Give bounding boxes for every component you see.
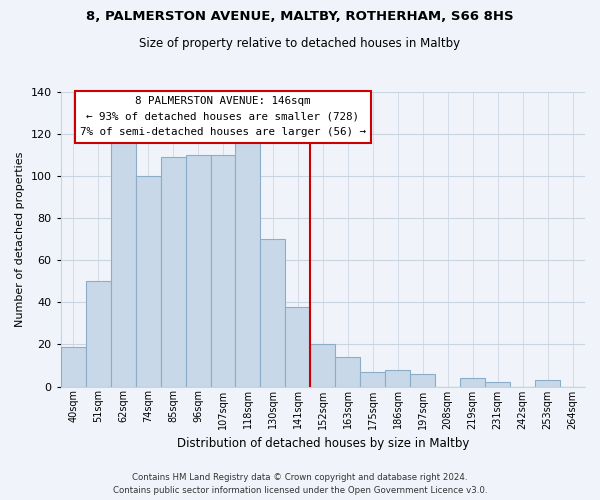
- Text: 8, PALMERSTON AVENUE, MALTBY, ROTHERHAM, S66 8HS: 8, PALMERSTON AVENUE, MALTBY, ROTHERHAM,…: [86, 10, 514, 23]
- Bar: [136, 176, 161, 386]
- Bar: [335, 357, 361, 386]
- Bar: [161, 157, 185, 386]
- Bar: [61, 346, 86, 387]
- Text: Size of property relative to detached houses in Maltby: Size of property relative to detached ho…: [139, 38, 461, 51]
- Bar: [110, 138, 136, 386]
- Bar: [485, 382, 510, 386]
- Bar: [260, 240, 286, 386]
- Bar: [86, 282, 110, 387]
- Bar: [410, 374, 435, 386]
- Bar: [286, 306, 310, 386]
- Bar: [310, 344, 335, 387]
- Bar: [460, 378, 485, 386]
- Bar: [535, 380, 560, 386]
- Bar: [361, 372, 385, 386]
- Text: Contains HM Land Registry data © Crown copyright and database right 2024.
Contai: Contains HM Land Registry data © Crown c…: [113, 473, 487, 495]
- Bar: [235, 106, 260, 386]
- Bar: [185, 155, 211, 386]
- X-axis label: Distribution of detached houses by size in Maltby: Distribution of detached houses by size …: [176, 437, 469, 450]
- Bar: [385, 370, 410, 386]
- Y-axis label: Number of detached properties: Number of detached properties: [15, 152, 25, 327]
- Bar: [211, 155, 235, 386]
- Text: 8 PALMERSTON AVENUE: 146sqm
← 93% of detached houses are smaller (728)
7% of sem: 8 PALMERSTON AVENUE: 146sqm ← 93% of det…: [80, 96, 366, 138]
